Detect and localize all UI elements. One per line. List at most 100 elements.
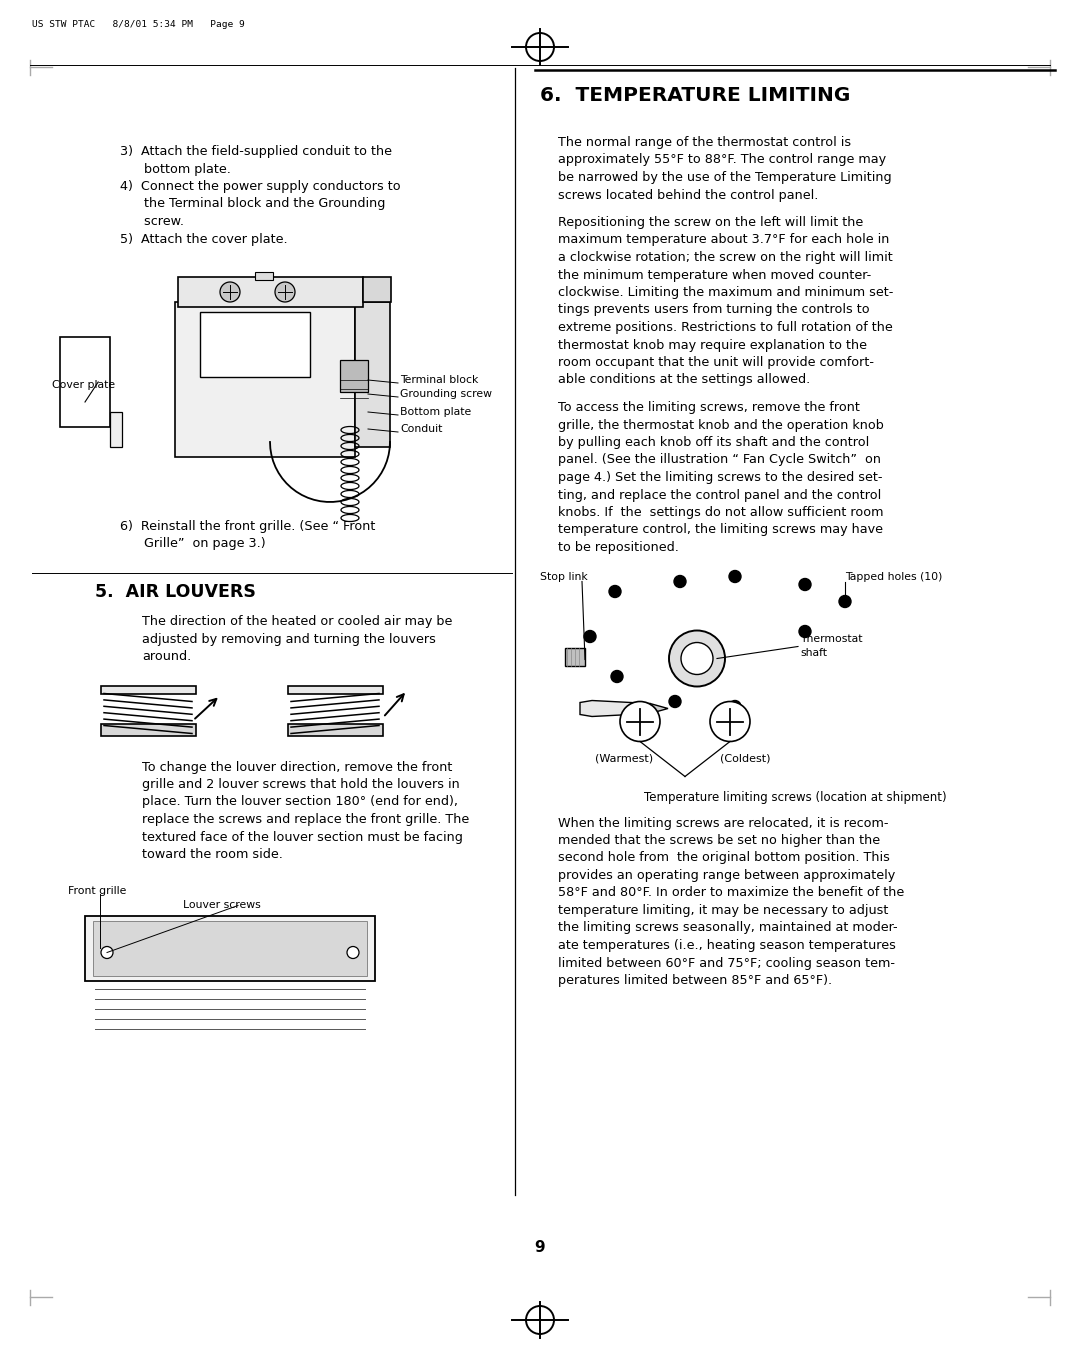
Text: replace the screws and replace the front grille. The: replace the screws and replace the front… xyxy=(141,814,469,826)
Circle shape xyxy=(102,946,113,958)
Polygon shape xyxy=(580,700,650,717)
Text: Louver screws: Louver screws xyxy=(183,900,260,909)
Text: Repositioning the screw on the left will limit the: Repositioning the screw on the left will… xyxy=(558,216,863,229)
Circle shape xyxy=(347,946,359,958)
Text: screws located behind the control panel.: screws located behind the control panel. xyxy=(558,188,819,202)
Bar xyxy=(175,302,355,457)
Bar xyxy=(288,723,383,736)
Text: Terminal block: Terminal block xyxy=(400,375,478,385)
Text: thermostat knob may require explanation to the: thermostat knob may require explanation … xyxy=(558,339,867,352)
Text: toward the room side.: toward the room side. xyxy=(141,848,283,861)
Text: page 4.) Set the limiting screws to the desired set-: page 4.) Set the limiting screws to the … xyxy=(558,471,882,485)
Bar xyxy=(110,412,122,446)
Text: limited between 60°F and 75°F; cooling season tem-: limited between 60°F and 75°F; cooling s… xyxy=(558,957,895,969)
Text: mended that the screws be set no higher than the: mended that the screws be set no higher … xyxy=(558,834,880,848)
Text: panel. (See the illustration “ Fan Cycle Switch”  on: panel. (See the illustration “ Fan Cycle… xyxy=(558,453,881,467)
Circle shape xyxy=(220,283,240,302)
Text: shaft: shaft xyxy=(800,648,827,658)
Circle shape xyxy=(609,586,621,598)
Text: approximately 55°F to 88°F. The control range may: approximately 55°F to 88°F. The control … xyxy=(558,153,886,167)
Text: able conditions at the settings allowed.: able conditions at the settings allowed. xyxy=(558,374,810,386)
Text: 3)  Attach the field-supplied conduit to the: 3) Attach the field-supplied conduit to … xyxy=(120,145,392,158)
Text: To change the louver direction, remove the front: To change the louver direction, remove t… xyxy=(141,760,453,774)
Circle shape xyxy=(620,702,660,741)
Circle shape xyxy=(729,700,741,713)
Text: Grounding screw: Grounding screw xyxy=(400,389,492,399)
Bar xyxy=(200,313,310,377)
Circle shape xyxy=(584,631,596,643)
Text: Cover plate: Cover plate xyxy=(52,379,116,390)
Bar xyxy=(355,302,390,446)
Circle shape xyxy=(729,571,741,583)
Bar xyxy=(102,685,195,693)
Bar xyxy=(340,360,368,392)
Circle shape xyxy=(710,702,750,741)
Text: US STW PTAC   8/8/01 5:34 PM   Page 9: US STW PTAC 8/8/01 5:34 PM Page 9 xyxy=(32,20,245,29)
Circle shape xyxy=(669,631,725,687)
Circle shape xyxy=(799,579,811,591)
Text: adjusted by removing and turning the louvers: adjusted by removing and turning the lou… xyxy=(141,632,436,646)
Text: by pulling each knob off its shaft and the control: by pulling each knob off its shaft and t… xyxy=(558,435,869,449)
Text: room occupant that the unit will provide comfort-: room occupant that the unit will provide… xyxy=(558,356,874,369)
Text: clockwise. Limiting the maximum and minimum set-: clockwise. Limiting the maximum and mini… xyxy=(558,287,893,299)
Bar xyxy=(255,272,273,280)
Text: provides an operating range between approximately: provides an operating range between appr… xyxy=(558,870,895,882)
Text: Temperature limiting screws (location at shipment): Temperature limiting screws (location at… xyxy=(644,792,946,804)
Text: the limiting screws seasonally, maintained at moder-: the limiting screws seasonally, maintain… xyxy=(558,921,897,935)
Text: grille and 2 louver screws that hold the louvers in: grille and 2 louver screws that hold the… xyxy=(141,778,460,790)
Text: Front grille: Front grille xyxy=(68,886,126,895)
Text: extreme positions. Restrictions to full rotation of the: extreme positions. Restrictions to full … xyxy=(558,321,893,334)
Circle shape xyxy=(669,696,681,707)
Text: 6.  TEMPERATURE LIMITING: 6. TEMPERATURE LIMITING xyxy=(540,86,850,105)
Text: The normal range of the thermostat control is: The normal range of the thermostat contr… xyxy=(558,136,851,149)
Bar xyxy=(178,277,363,307)
Text: 4)  Connect the power supply conductors to: 4) Connect the power supply conductors t… xyxy=(120,180,401,192)
Text: screw.: screw. xyxy=(120,216,184,228)
Text: the minimum temperature when moved counter-: the minimum temperature when moved count… xyxy=(558,269,872,281)
Circle shape xyxy=(674,576,686,587)
Bar xyxy=(60,337,110,427)
Text: peratures limited between 85°F and 65°F).: peratures limited between 85°F and 65°F)… xyxy=(558,975,832,987)
Text: 9: 9 xyxy=(535,1239,545,1254)
Text: be narrowed by the use of the Temperature Limiting: be narrowed by the use of the Temperatur… xyxy=(558,171,892,184)
Text: 6)  Reinstall the front grille. (See “ Front: 6) Reinstall the front grille. (See “ Fr… xyxy=(120,520,376,532)
Text: grille, the thermostat knob and the operation knob: grille, the thermostat knob and the oper… xyxy=(558,419,883,431)
Text: Conduit: Conduit xyxy=(400,425,443,434)
Text: When the limiting screws are relocated, it is recom-: When the limiting screws are relocated, … xyxy=(558,816,889,830)
Text: textured face of the louver section must be facing: textured face of the louver section must… xyxy=(141,830,463,844)
Text: bottom plate.: bottom plate. xyxy=(120,162,231,176)
Circle shape xyxy=(839,595,851,607)
Text: Stop link: Stop link xyxy=(540,572,588,581)
Text: a clockwise rotation; the screw on the right will limit: a clockwise rotation; the screw on the r… xyxy=(558,251,893,263)
Circle shape xyxy=(681,643,713,674)
Text: Bottom plate: Bottom plate xyxy=(400,407,471,416)
Text: The direction of the heated or cooled air may be: The direction of the heated or cooled ai… xyxy=(141,616,453,628)
Text: temperature control, the limiting screws may have: temperature control, the limiting screws… xyxy=(558,524,883,536)
Text: Grille”  on page 3.): Grille” on page 3.) xyxy=(120,538,266,550)
Text: tings prevents users from turning the controls to: tings prevents users from turning the co… xyxy=(558,303,869,317)
Bar xyxy=(85,916,375,980)
Text: (Warmest): (Warmest) xyxy=(595,753,653,763)
Text: Tapped holes (10): Tapped holes (10) xyxy=(845,572,943,581)
Text: maximum temperature about 3.7°F for each hole in: maximum temperature about 3.7°F for each… xyxy=(558,233,889,247)
Circle shape xyxy=(799,625,811,637)
Text: To access the limiting screws, remove the front: To access the limiting screws, remove th… xyxy=(558,401,860,414)
Bar xyxy=(93,920,367,976)
Text: Thermostat: Thermostat xyxy=(800,635,863,644)
Bar xyxy=(363,277,391,302)
Text: around.: around. xyxy=(141,650,191,663)
Text: (Coldest): (Coldest) xyxy=(720,753,770,763)
Text: 58°F and 80°F. In order to maximize the benefit of the: 58°F and 80°F. In order to maximize the … xyxy=(558,886,904,900)
Polygon shape xyxy=(650,703,669,714)
Bar xyxy=(565,647,585,666)
Text: second hole from  the original bottom position. This: second hole from the original bottom pos… xyxy=(558,852,890,864)
Text: temperature limiting, it may be necessary to adjust: temperature limiting, it may be necessar… xyxy=(558,904,889,917)
Text: knobs. If  the  settings do not allow sufficient room: knobs. If the settings do not allow suff… xyxy=(558,506,883,519)
Bar xyxy=(288,685,383,693)
Text: 5.  AIR LOUVERS: 5. AIR LOUVERS xyxy=(95,583,256,601)
Bar xyxy=(102,723,195,736)
Text: place. Turn the louver section 180° (end for end),: place. Turn the louver section 180° (end… xyxy=(141,796,458,808)
Text: the Terminal block and the Grounding: the Terminal block and the Grounding xyxy=(120,198,386,210)
Text: to be repositioned.: to be repositioned. xyxy=(558,541,679,554)
Circle shape xyxy=(275,283,295,302)
